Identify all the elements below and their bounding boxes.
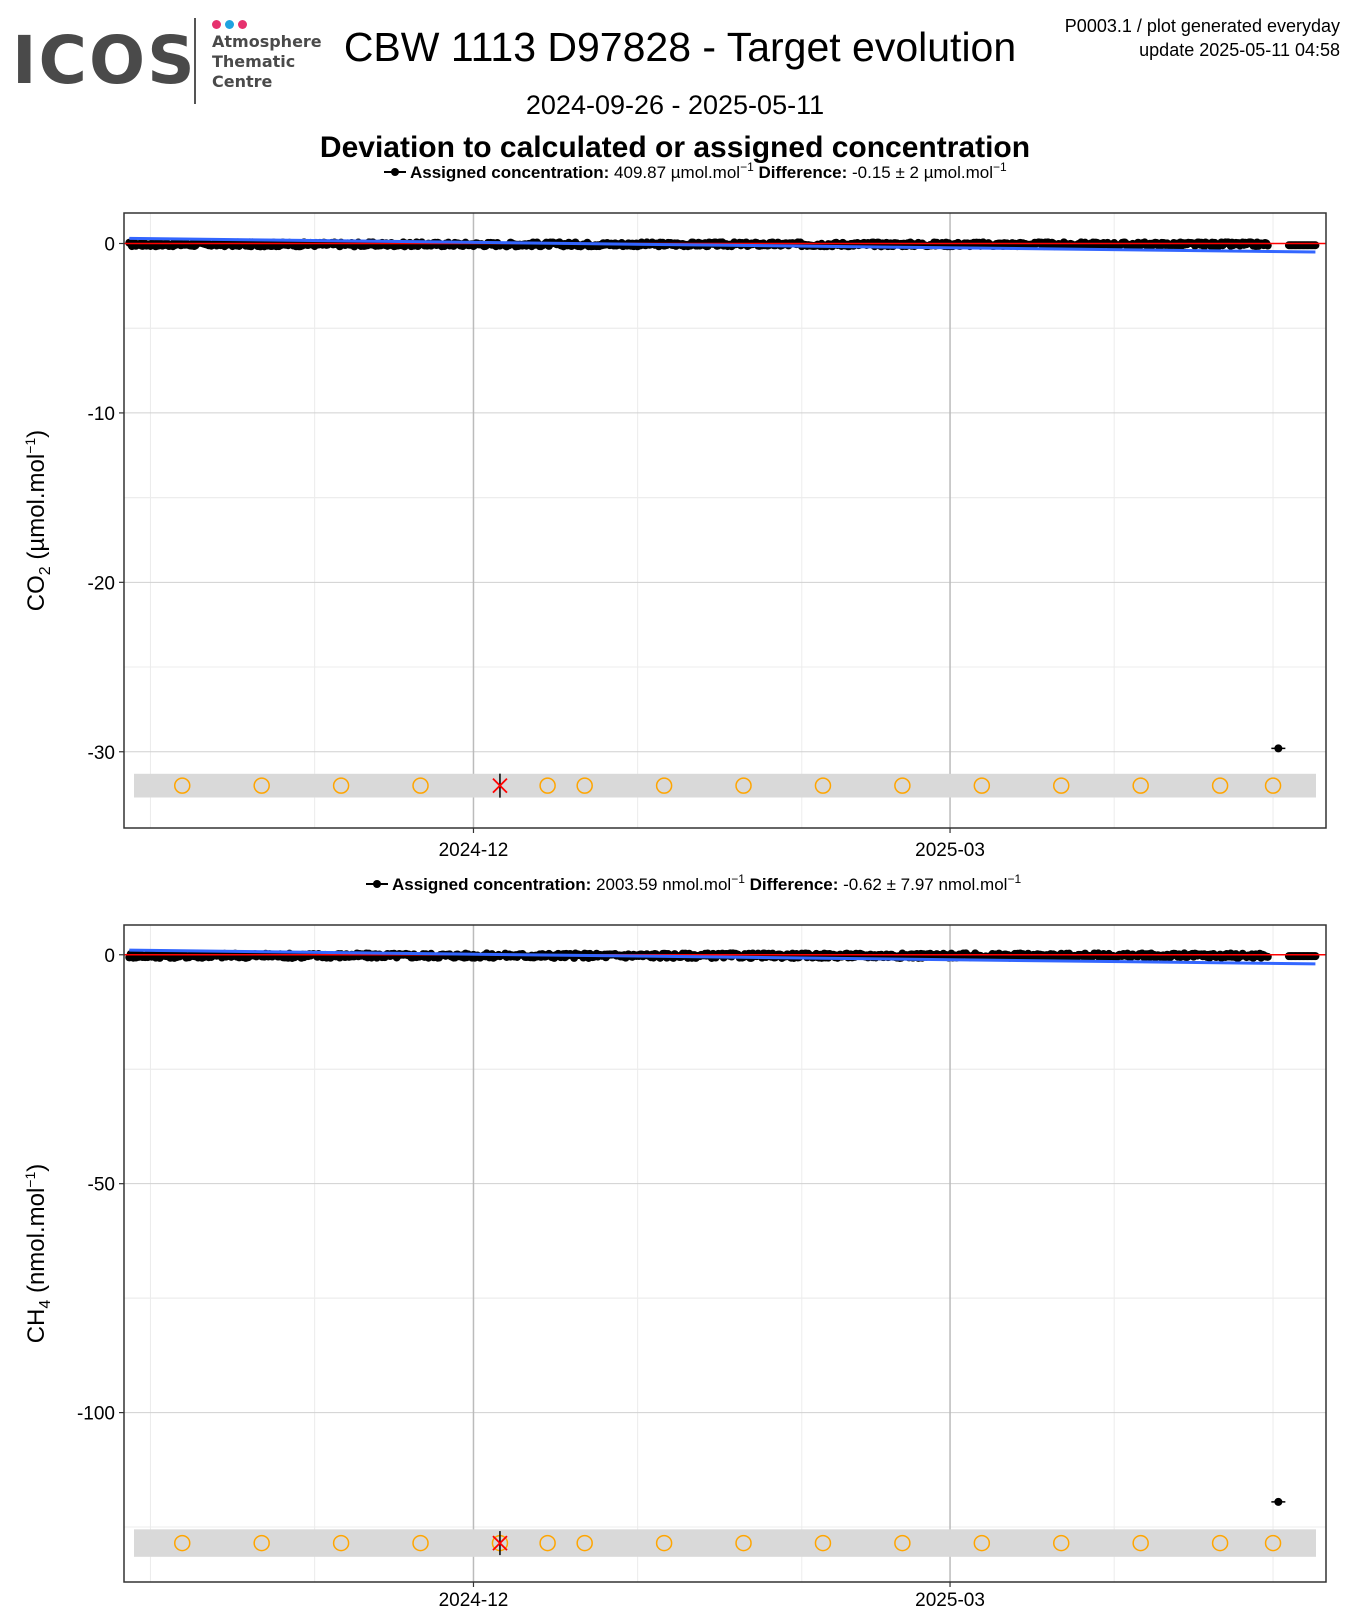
y-axis-label: CO2 (µmol.mol−1)	[22, 430, 54, 611]
plot-frame	[123, 924, 1327, 1583]
flag-circle-marker	[1132, 1534, 1149, 1552]
x-tick-label: 2024-12	[439, 1590, 509, 1611]
flag-circle-marker	[735, 777, 752, 794]
trend-line	[129, 236, 1316, 254]
flag-band	[134, 1529, 1316, 1557]
date-range: 2024-09-26 - 2025-05-11	[525, 90, 825, 120]
flag-circle-marker	[539, 777, 556, 794]
flag-circle-marker	[539, 1534, 556, 1552]
flag-cross-marker	[492, 1535, 508, 1551]
legend-key-point	[373, 880, 381, 888]
x-tick-label: 2025-03	[915, 1590, 985, 1611]
flag-circle-marker	[173, 1534, 191, 1552]
flag-cross-marker	[492, 778, 508, 794]
logo-dot	[225, 20, 234, 29]
flag-circle-marker	[973, 1534, 991, 1552]
legend-key-point	[391, 168, 399, 176]
data-point	[1263, 241, 1272, 250]
y-tick-label: -20	[88, 573, 115, 594]
icos-logo: ICOS Atmosphere Thematic Centre	[12, 14, 322, 104]
outlier-point	[1274, 744, 1283, 753]
plot-background	[124, 925, 1326, 1582]
flag-circle-marker	[655, 777, 673, 794]
flag-circle-marker	[576, 777, 593, 794]
ch4-panel: 0 -50 -100 2024-12 2025-03 CH4 (nmol.mol−1) As…	[22, 872, 1327, 1611]
flag-circle-marker	[332, 777, 350, 794]
flag-circle-marker	[1264, 1534, 1282, 1552]
y-tick-label: -30	[88, 743, 115, 764]
y-tick-label: -10	[88, 404, 115, 425]
flag-circle-marker	[173, 777, 191, 794]
plot-frame	[123, 212, 1327, 829]
chart-subtitle: Deviation to calculated or assigned conc…	[319, 131, 1031, 164]
y-tick-label: -100	[77, 1404, 115, 1425]
trend-line	[129, 948, 1316, 966]
flag-circle-marker	[894, 1534, 911, 1552]
flag-circle-marker	[412, 777, 429, 794]
flag-circle-marker	[1132, 777, 1149, 794]
logo-wordmark: ICOS	[12, 22, 197, 99]
flag-circle-marker	[253, 777, 270, 794]
data-point	[1311, 952, 1320, 961]
generation-info: P0003.1 / plot generated everyday update…	[920, 14, 1340, 62]
flag-circle-marker	[576, 1534, 593, 1552]
data-point	[1311, 241, 1320, 250]
logo-dots-icon	[212, 16, 251, 34]
flag-circle-marker	[332, 1534, 350, 1552]
outlier-point	[1274, 1497, 1283, 1506]
header: ICOS Atmosphere Thematic Centre CBW 1113…	[0, 0, 1350, 200]
x-tick-label: 2025-03	[915, 840, 985, 861]
update-timestamp: update 2025-05-11 04:58	[1139, 40, 1340, 60]
flag-circle-marker	[1052, 777, 1070, 794]
y-tick-label: 0	[104, 946, 115, 967]
logo-separator	[194, 18, 196, 104]
flag-circle-marker	[735, 1534, 752, 1552]
flag-circle-marker	[253, 1534, 270, 1552]
logo-dot	[238, 20, 247, 29]
flag-circle-marker	[655, 1534, 673, 1552]
flag-circle-marker	[412, 1534, 429, 1552]
x-tick-label: 2024-12	[439, 840, 509, 861]
flag-circle-marker	[1211, 1534, 1229, 1552]
flag-circle-marker	[1264, 777, 1282, 794]
legend-text: Assigned concentration: 2003.59 nmol.mol…	[392, 872, 1021, 894]
flag-circle-marker	[973, 777, 991, 794]
flag-circle-marker	[1052, 1534, 1070, 1552]
co2-panel: 0 -10 -20 -30 2024-12 2025-03 CO2 (µmol.mol−1)…	[22, 160, 1327, 861]
flag-circle-marker	[894, 777, 911, 794]
plot-id-text: P0003.1 / plot generated everyday	[1064, 16, 1340, 36]
y-axis-label: CH4 (nmol.mol−1)	[22, 1164, 54, 1344]
flag-circle-marker	[1211, 777, 1229, 794]
flag-circle-marker	[814, 1534, 832, 1552]
flag-band	[134, 773, 1316, 798]
y-tick-label: 0	[104, 234, 115, 255]
legend-text: Assigned concentration: 409.87 µmol.mol−…	[410, 160, 1007, 182]
page-title: CBW 1113 D97828 - Target evolution	[343, 24, 1017, 70]
logo-subtitle: Atmosphere Thematic Centre	[212, 32, 322, 91]
y-tick-label: -50	[88, 1175, 115, 1196]
logo-dot	[212, 20, 221, 29]
plot-background	[124, 213, 1326, 828]
flag-circle-marker	[814, 777, 832, 794]
